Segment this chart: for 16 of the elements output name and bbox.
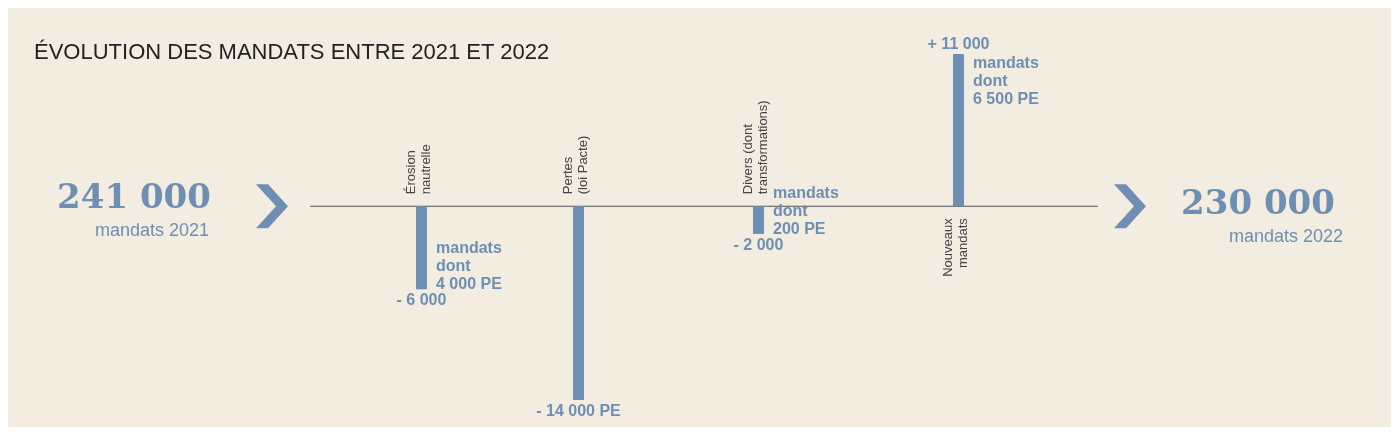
- x-tick-label: Divers (dont transformations): [740, 100, 770, 195]
- x-tick-label: Nouveaux mandats: [940, 217, 970, 277]
- data-label: + 11 000: [927, 35, 990, 52]
- text: 230 000: [1181, 182, 1335, 223]
- chart-title: ÉVOLUTION DES MANDATS ENTRE 2021 ET 2022: [34, 39, 550, 64]
- data-label: - 2 000: [733, 235, 784, 253]
- annotation: mandats dont 4 000 PE: [436, 239, 503, 293]
- x-tick-label: Pertes (loi Pacte): [560, 135, 590, 195]
- text: mandats 2021: [94, 220, 209, 241]
- text: 241 000: [57, 176, 211, 217]
- x-tick-label: Érosion nautrelle: [403, 144, 433, 195]
- annotation: mandats dont 6 500 PE: [973, 54, 1040, 107]
- data-label: - 14 000 PE: [536, 402, 622, 419]
- annotation: mandats dont 200 PE: [773, 183, 839, 237]
- data-label: - 6 000: [396, 291, 447, 309]
- text: mandats 2022: [1228, 226, 1343, 247]
